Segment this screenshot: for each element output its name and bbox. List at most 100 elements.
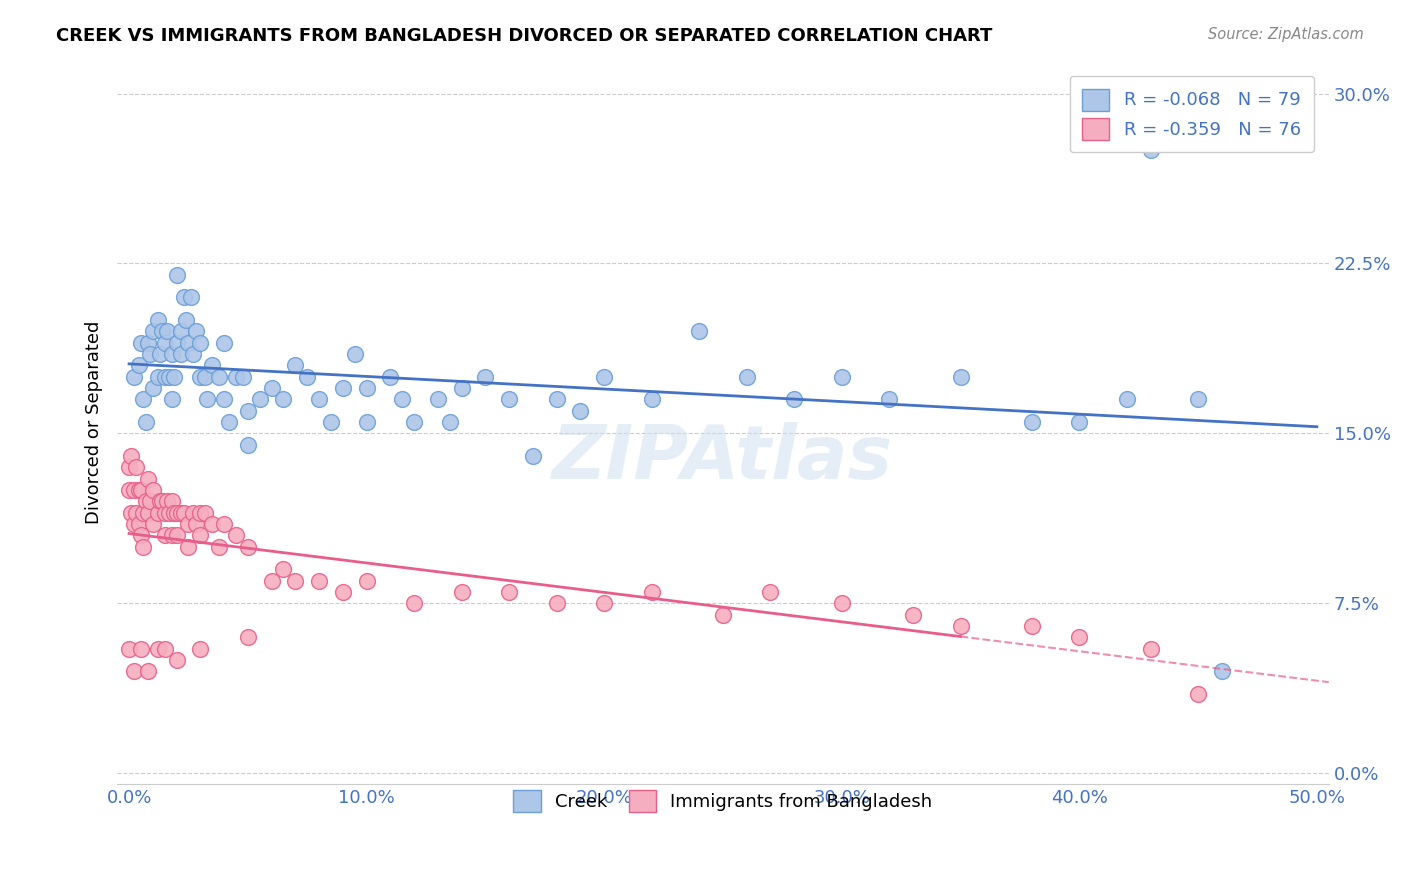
Point — [132, 506, 155, 520]
Point — [194, 369, 217, 384]
Point — [122, 483, 145, 497]
Point — [188, 641, 211, 656]
Point — [120, 506, 142, 520]
Point — [343, 347, 366, 361]
Point — [569, 403, 592, 417]
Legend: Creek, Immigrants from Bangladesh: Creek, Immigrants from Bangladesh — [499, 775, 948, 826]
Point — [146, 506, 169, 520]
Point — [160, 494, 183, 508]
Point — [212, 516, 235, 531]
Point — [170, 506, 193, 520]
Point — [184, 325, 207, 339]
Point — [236, 540, 259, 554]
Point — [201, 516, 224, 531]
Point — [159, 506, 181, 520]
Point — [142, 483, 165, 497]
Point — [949, 619, 972, 633]
Point — [173, 290, 195, 304]
Point — [249, 392, 271, 407]
Point — [759, 585, 782, 599]
Point — [208, 540, 231, 554]
Point — [153, 641, 176, 656]
Point — [546, 596, 568, 610]
Point — [132, 540, 155, 554]
Point — [150, 325, 173, 339]
Point — [163, 506, 186, 520]
Point — [160, 347, 183, 361]
Point — [783, 392, 806, 407]
Text: ZIPAtlas: ZIPAtlas — [553, 422, 894, 495]
Point — [1069, 415, 1091, 429]
Point — [949, 369, 972, 384]
Text: Source: ZipAtlas.com: Source: ZipAtlas.com — [1208, 27, 1364, 42]
Point — [128, 516, 150, 531]
Point — [498, 392, 520, 407]
Point — [166, 528, 188, 542]
Point — [426, 392, 449, 407]
Point — [319, 415, 342, 429]
Point — [308, 574, 330, 588]
Point — [177, 516, 200, 531]
Point — [439, 415, 461, 429]
Point — [1069, 630, 1091, 644]
Point — [380, 369, 402, 384]
Point — [128, 483, 150, 497]
Point — [120, 449, 142, 463]
Point — [218, 415, 240, 429]
Point — [136, 335, 159, 350]
Point — [450, 585, 472, 599]
Point — [173, 506, 195, 520]
Point — [1021, 619, 1043, 633]
Point — [118, 483, 141, 497]
Point — [831, 596, 853, 610]
Point — [181, 347, 204, 361]
Point — [142, 516, 165, 531]
Point — [129, 483, 152, 497]
Point — [153, 369, 176, 384]
Point — [159, 369, 181, 384]
Point — [404, 415, 426, 429]
Point — [170, 325, 193, 339]
Point — [232, 369, 254, 384]
Point — [156, 494, 179, 508]
Point — [297, 369, 319, 384]
Point — [450, 381, 472, 395]
Point — [163, 369, 186, 384]
Point — [188, 335, 211, 350]
Point — [149, 347, 172, 361]
Point — [166, 653, 188, 667]
Point — [153, 528, 176, 542]
Point — [273, 562, 295, 576]
Point — [201, 359, 224, 373]
Point — [236, 438, 259, 452]
Point — [1115, 392, 1137, 407]
Point — [156, 325, 179, 339]
Point — [170, 347, 193, 361]
Point — [129, 335, 152, 350]
Point — [236, 403, 259, 417]
Point — [236, 630, 259, 644]
Point — [132, 392, 155, 407]
Point — [153, 506, 176, 520]
Point — [160, 392, 183, 407]
Point — [177, 335, 200, 350]
Point — [1139, 641, 1161, 656]
Point — [212, 392, 235, 407]
Point — [356, 415, 378, 429]
Point — [194, 506, 217, 520]
Point — [146, 369, 169, 384]
Point — [129, 528, 152, 542]
Point — [391, 392, 413, 407]
Point — [128, 359, 150, 373]
Point — [498, 585, 520, 599]
Point — [122, 516, 145, 531]
Point — [153, 335, 176, 350]
Point — [641, 392, 664, 407]
Point — [184, 516, 207, 531]
Point — [122, 664, 145, 678]
Point — [225, 369, 247, 384]
Point — [166, 335, 188, 350]
Point — [142, 381, 165, 395]
Point — [1211, 664, 1233, 678]
Point — [142, 325, 165, 339]
